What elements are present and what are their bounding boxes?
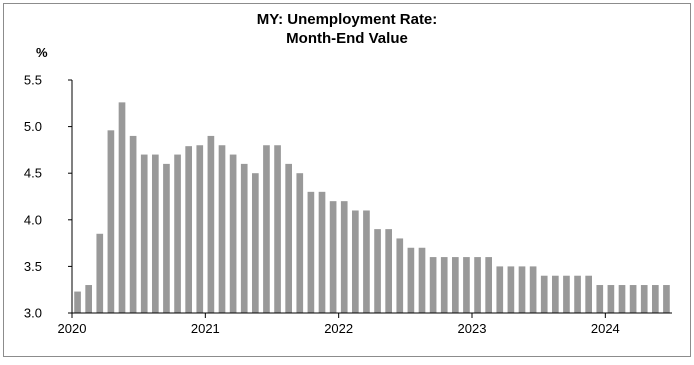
chart-title-line-1: MY: Unemployment Rate: [257,11,438,28]
bar-2023-01 [474,257,481,313]
bar-2024-05 [652,285,659,313]
bar-2021-06 [263,145,270,313]
bar-2024-06 [663,285,670,313]
bar-2021-07 [274,145,281,313]
bar-2021-09 [296,173,304,313]
bar-2023-07 [540,275,548,313]
bar-2020-07 [140,154,148,313]
y-axis-unit-label: % [36,45,48,60]
bar-2022-10 [440,257,448,313]
bar-2023-06 [529,266,537,313]
bar-2023-08 [552,275,559,313]
x-tick-label-2021: 2021 [191,321,220,336]
bar-2023-09 [563,275,570,313]
bar-2022-05 [385,229,392,313]
x-tick-label-2020: 2020 [58,321,87,336]
bar-2020-06 [129,135,137,313]
bar-2021-05 [252,173,259,313]
bar-2023-11 [585,275,592,313]
bar-2023-02 [485,257,492,313]
bar-2023-04 [507,266,515,313]
bars-layer [74,102,670,314]
bar-2022-08 [418,247,426,313]
bar-2022-02 [352,210,359,313]
bar-2023-03 [496,266,504,313]
bar-2020-03 [96,233,104,313]
x-tick-label-2022: 2022 [324,321,353,336]
bar-2021-10 [307,191,315,313]
bar-2022-11 [452,257,459,313]
y-tick-label-5.0: 5.0 [24,119,42,134]
bar-2022-12 [463,257,470,313]
bar-2021-04 [240,163,248,313]
y-tick-label-4.0: 4.0 [24,212,42,227]
bar-2023-10 [574,275,581,313]
bar-2020-01 [74,291,81,313]
tick-labels-layer: 3.0 3.5 4.0 4.5 5.0 5.5 2020 2021 2022 2023 2024 [24,73,620,337]
bar-2022-03 [363,210,370,313]
bar-2020-05 [118,102,126,314]
bar-2020-10 [174,154,181,313]
bar-2023-05 [518,266,526,313]
chart-title-line-2: Month-End Value [286,30,408,47]
bar-2022-04 [374,229,381,313]
bar-2021-08 [285,163,292,313]
bar-2021-02 [218,145,226,313]
bar-2021-12 [329,201,337,313]
bar-2022-07 [407,247,415,313]
bar-2020-08 [152,154,159,313]
axes-layer [68,79,672,318]
bar-2022-09 [429,257,437,313]
y-tick-label-3.0: 3.0 [24,306,42,321]
bar-2022-06 [396,238,404,313]
bar-2020-04 [107,130,115,313]
bar-2020-02 [85,285,92,313]
bar-2024-01 [607,285,615,313]
bar-2021-01 [207,135,215,313]
bar-2020-09 [163,163,170,313]
bar-2023-12 [596,285,604,313]
x-tick-label-2023: 2023 [458,321,487,336]
y-tick-label-4.5: 4.5 [24,166,42,181]
bar-2020-11 [185,146,192,313]
bar-2024-02 [618,285,626,313]
x-tick-label-2024: 2024 [591,321,620,336]
bar-2021-03 [229,154,237,313]
y-tick-label-5.5: 5.5 [24,73,42,88]
bar-2020-12 [196,145,204,313]
y-tick-label-3.5: 3.5 [24,259,42,274]
bar-2022-01 [340,201,348,313]
bar-2024-04 [640,285,648,313]
bar-2021-11 [318,191,326,313]
bar-2024-03 [629,285,637,313]
